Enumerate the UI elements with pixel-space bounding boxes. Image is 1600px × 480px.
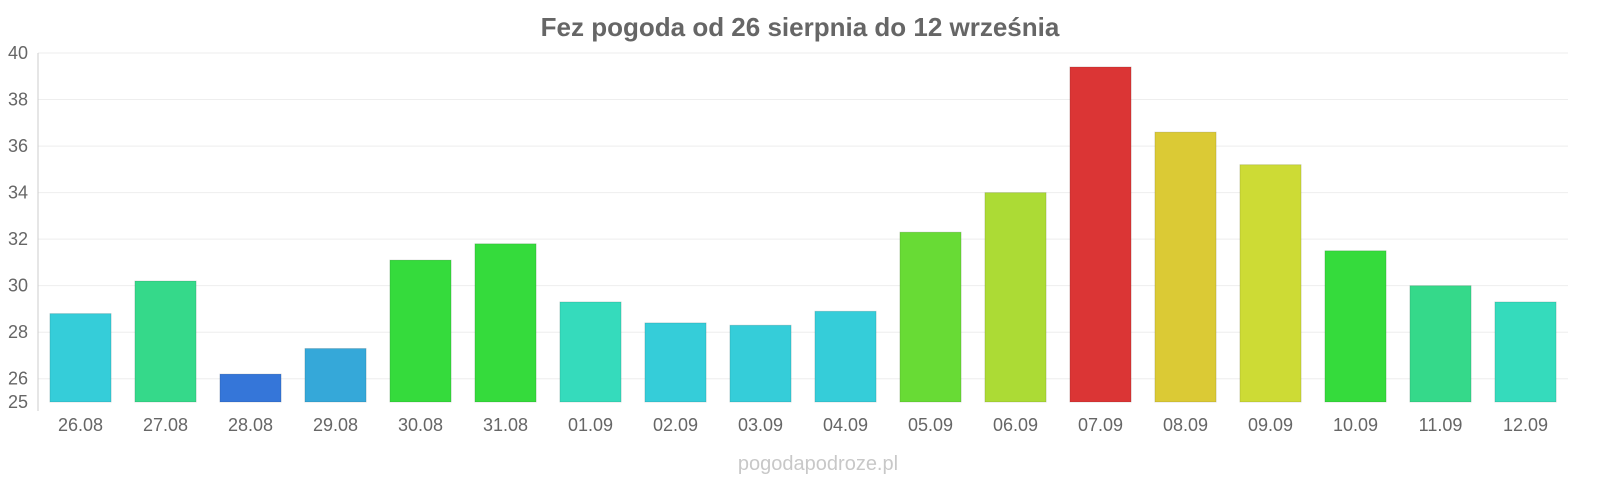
x-axis-ticks: 26.08 27.08 28.08 29.08 30.08 31.08 01.09 02.09… [58, 415, 1548, 435]
x-tick-label: 05.09 [908, 415, 953, 435]
x-tick-label: 07.09 [1078, 415, 1123, 435]
bar-31.08 [474, 243, 537, 403]
bar-02.09 [644, 322, 707, 403]
x-tick-label: 11.09 [1419, 415, 1463, 435]
x-tick-label: 04.09 [823, 415, 868, 435]
x-tick-label: 10.09 [1333, 415, 1378, 435]
y-tick-label: 28 [8, 322, 28, 342]
x-tick-label: 27.08 [143, 415, 188, 435]
y-axis-ticks: 25 26 28 30 32 34 36 38 40 [8, 43, 28, 412]
bar-27.08 [134, 280, 197, 403]
x-tick-label: 09.09 [1248, 415, 1293, 435]
bars [49, 66, 1557, 403]
x-tick-label: 26.08 [58, 415, 103, 435]
y-tick-label: 30 [8, 276, 28, 296]
bar-05.09 [899, 231, 962, 403]
bar-08.09 [1154, 131, 1217, 403]
bar-30.08 [389, 259, 452, 403]
bar-03.09 [729, 324, 792, 403]
watermark: pogodapodroze.pl [738, 453, 898, 475]
x-tick-label: 01.09 [568, 415, 613, 435]
bar-01.09 [559, 301, 622, 403]
bar-29.08 [304, 347, 367, 403]
x-tick-label: 29.08 [313, 415, 358, 435]
y-tick-label: 25 [8, 392, 28, 412]
bar-28.08 [219, 373, 282, 403]
y-tick-label: 34 [8, 183, 28, 203]
x-tick-label: 08.09 [1163, 415, 1208, 435]
y-tick-label: 36 [8, 136, 28, 156]
y-tick-label: 40 [8, 43, 28, 63]
bar-04.09 [814, 310, 877, 403]
bar-06.09 [984, 192, 1047, 403]
chart-title: Fez pogoda od 26 sierpnia do 12 września [541, 12, 1060, 42]
grid-lines [38, 52, 1568, 380]
bar-07.09 [1069, 66, 1132, 403]
bar-26.08 [49, 313, 112, 403]
x-tick-label: 03.09 [738, 415, 783, 435]
y-tick-label: 26 [8, 369, 28, 389]
bar-12.09 [1494, 301, 1557, 403]
y-tick-label: 38 [8, 90, 28, 110]
x-tick-label: 06.09 [993, 415, 1038, 435]
y-tick-label: 32 [8, 229, 28, 249]
x-tick-label: 12.09 [1503, 415, 1548, 435]
x-tick-label: 31.08 [483, 415, 528, 435]
x-tick-label: 30.08 [398, 415, 443, 435]
bar-10.09 [1324, 250, 1387, 403]
bar-09.09 [1239, 164, 1302, 403]
bar-11.09 [1409, 285, 1472, 403]
x-tick-label: 28.08 [228, 415, 273, 435]
x-tick-label: 02.09 [653, 415, 698, 435]
